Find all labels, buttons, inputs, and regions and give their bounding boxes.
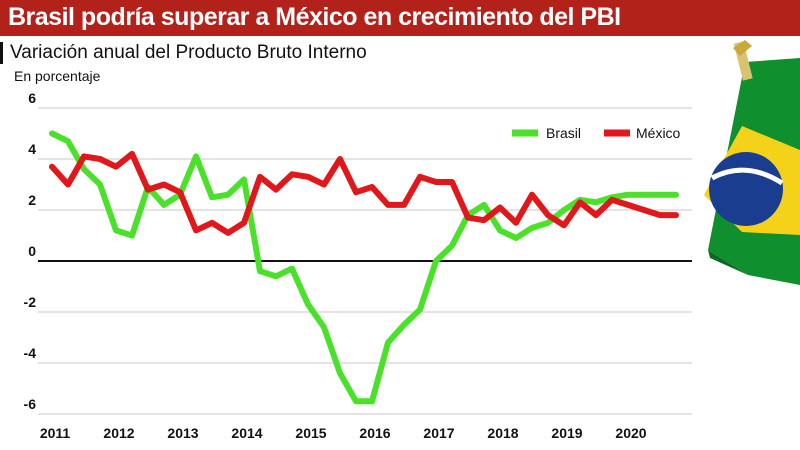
series-line-brasil	[49, 130, 679, 405]
x-tick-label: 2015	[295, 425, 326, 441]
y-tick-label: 0	[28, 243, 36, 259]
y-tick-label: -6	[24, 396, 37, 412]
y-tick-label: 4	[28, 141, 36, 157]
x-tick-label: 2020	[615, 425, 646, 441]
y-tick-label: -4	[24, 345, 37, 361]
x-tick-label: 2011	[40, 425, 71, 441]
y-tick-label: 6	[28, 90, 36, 106]
x-tick-label: 2017	[423, 425, 454, 441]
title-bar: Brasil podría superar a México en crecim…	[0, 0, 800, 36]
brazil-flag-icon	[704, 40, 800, 285]
x-tick-label: 2013	[167, 425, 198, 441]
x-tick-label: 2014	[231, 425, 262, 441]
x-tick-label: 2016	[359, 425, 390, 441]
x-tick-label: 2012	[103, 425, 134, 441]
legend-label-brasil: Brasil	[546, 125, 581, 141]
legend-label-mexico: México	[636, 125, 681, 141]
y-axis-unit-label: En porcentaje	[14, 68, 101, 84]
series-line-mexico	[49, 150, 679, 236]
chart-title: Brasil podría superar a México en crecim…	[8, 3, 621, 31]
subtitle-marker	[0, 42, 3, 64]
x-tick-label: 2018	[487, 425, 518, 441]
x-tick-label: 2019	[551, 425, 582, 441]
y-tick-label: 2	[28, 192, 36, 208]
y-tick-label: -2	[24, 294, 37, 310]
chart-subtitle: Variación anual del Producto Bruto Inter…	[10, 42, 367, 63]
